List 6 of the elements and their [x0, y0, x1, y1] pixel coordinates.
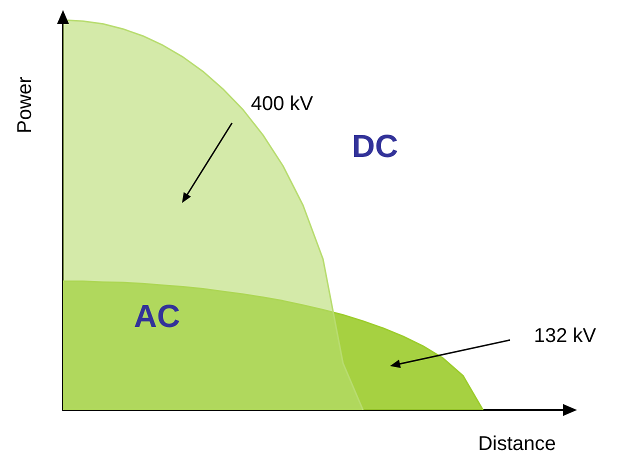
y-axis-title: Power — [14, 76, 36, 134]
x-axis-title: Distance — [478, 433, 556, 455]
text: 132 kV — [534, 325, 597, 347]
annotation: AC — [134, 298, 180, 334]
annotation: DC — [352, 128, 398, 164]
series-label: 400 kV — [250, 93, 314, 115]
